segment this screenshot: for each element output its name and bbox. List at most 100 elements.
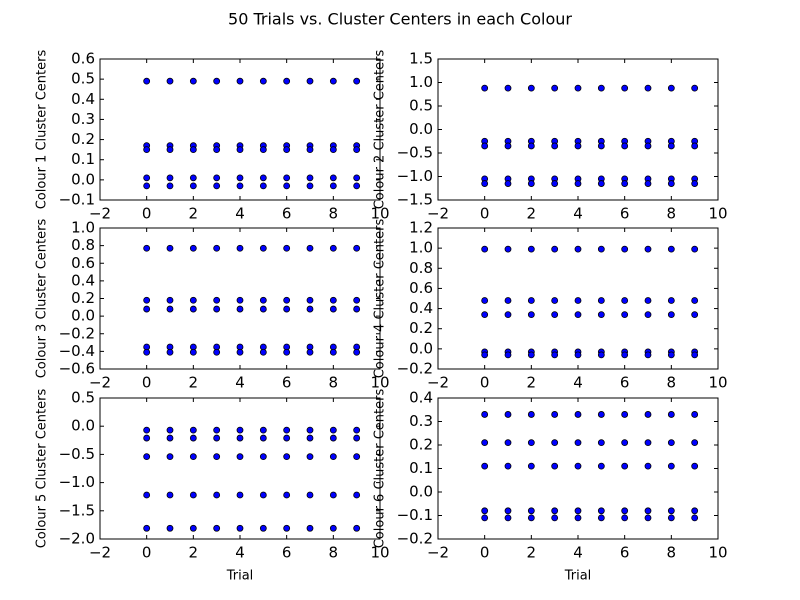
x-tick-label: 2	[527, 374, 537, 392]
x-tick-label: 0	[480, 544, 490, 562]
data-point	[621, 180, 629, 187]
x-tick-label: 10	[708, 374, 727, 392]
data-point	[143, 174, 151, 182]
data-point	[213, 426, 221, 434]
data-point	[189, 434, 197, 442]
data-point	[481, 297, 489, 304]
x-tick-label: 2	[189, 374, 199, 392]
data-point	[353, 305, 361, 313]
data-point	[166, 491, 174, 499]
data-point	[597, 514, 605, 522]
x-tick-label: 6	[282, 205, 292, 223]
data-point	[481, 84, 489, 92]
data-point	[551, 462, 559, 470]
data-point	[574, 84, 582, 92]
y-tick-label: 0.0	[71, 307, 95, 325]
data-point	[306, 426, 314, 434]
x-tick-label: 10	[370, 374, 389, 392]
data-point	[667, 245, 675, 253]
data-point	[213, 524, 221, 532]
x-tick-label: 0	[142, 544, 152, 562]
y-tick-label: 0.2	[71, 130, 95, 148]
x-axis-label: Trial	[226, 569, 254, 584]
data-point	[527, 142, 535, 150]
data-point	[667, 180, 675, 187]
data-point	[236, 453, 244, 461]
data-point	[691, 507, 699, 515]
y-tick-label: 0.4	[409, 299, 433, 317]
data-point	[644, 84, 652, 92]
data-point	[667, 311, 675, 319]
data-point	[236, 182, 244, 190]
x-tick-label: 10	[708, 544, 727, 562]
data-point	[213, 348, 221, 356]
data-point	[481, 507, 489, 515]
x-tick-label: 2	[189, 544, 199, 562]
data-point	[283, 434, 291, 442]
y-tick-label: −1.5	[397, 191, 433, 209]
data-point	[236, 174, 244, 182]
data-point	[259, 524, 267, 532]
data-point	[259, 434, 267, 442]
data-point	[306, 491, 314, 499]
data-point	[236, 348, 244, 356]
data-point	[353, 146, 361, 154]
x-tick-label: 4	[573, 205, 583, 223]
data-point	[667, 351, 675, 359]
y-tick-label: 0.6	[71, 50, 95, 68]
x-tick-label: 4	[235, 205, 245, 223]
data-point	[329, 244, 337, 252]
data-point	[189, 426, 197, 434]
x-tick-label: 8	[667, 374, 677, 392]
data-point	[353, 348, 361, 356]
data-point	[621, 84, 629, 92]
x-tick-label: −2	[427, 544, 449, 562]
data-point	[143, 305, 151, 313]
data-point	[621, 439, 629, 447]
data-point	[667, 84, 675, 92]
data-point	[597, 311, 605, 319]
data-point	[213, 434, 221, 442]
x-tick-label: 6	[620, 205, 630, 223]
data-point	[644, 351, 652, 359]
data-point	[481, 462, 489, 470]
data-point	[236, 244, 244, 252]
data-point	[644, 297, 652, 304]
y-tick-label: 1.0	[409, 239, 433, 257]
data-point	[691, 411, 699, 418]
data-point	[329, 348, 337, 356]
data-point	[189, 296, 197, 304]
y-tick-label: 1.5	[409, 50, 433, 68]
data-point	[667, 514, 675, 522]
data-point	[143, 77, 151, 85]
data-point	[213, 453, 221, 461]
data-point	[644, 439, 652, 447]
data-point	[259, 296, 267, 304]
x-tick-label: 6	[620, 374, 630, 392]
data-point	[283, 146, 291, 154]
x-tick-label: 8	[329, 544, 339, 562]
y-axis-label: Colour 3 Cluster Centers	[35, 219, 50, 379]
y-tick-label: −1.5	[59, 501, 95, 519]
y-tick-label: 0.2	[409, 436, 433, 454]
data-point	[597, 297, 605, 304]
y-tick-label: 0.3	[409, 412, 433, 430]
data-point	[189, 453, 197, 461]
x-tick-label: 8	[329, 205, 339, 223]
x-tick-label: 8	[667, 544, 677, 562]
data-point	[143, 348, 151, 356]
data-point	[306, 174, 314, 182]
data-point	[691, 439, 699, 447]
y-tick-label: 0.4	[71, 271, 95, 289]
y-tick-label: 0.2	[409, 319, 433, 337]
data-point	[644, 245, 652, 253]
data-point	[306, 146, 314, 154]
y-tick-label: 0.8	[409, 259, 433, 277]
y-tick-label: 0.4	[71, 90, 95, 108]
data-point	[504, 311, 512, 319]
data-point	[527, 507, 535, 515]
data-point	[597, 462, 605, 470]
data-point	[551, 180, 559, 187]
x-tick-label: 8	[329, 374, 339, 392]
